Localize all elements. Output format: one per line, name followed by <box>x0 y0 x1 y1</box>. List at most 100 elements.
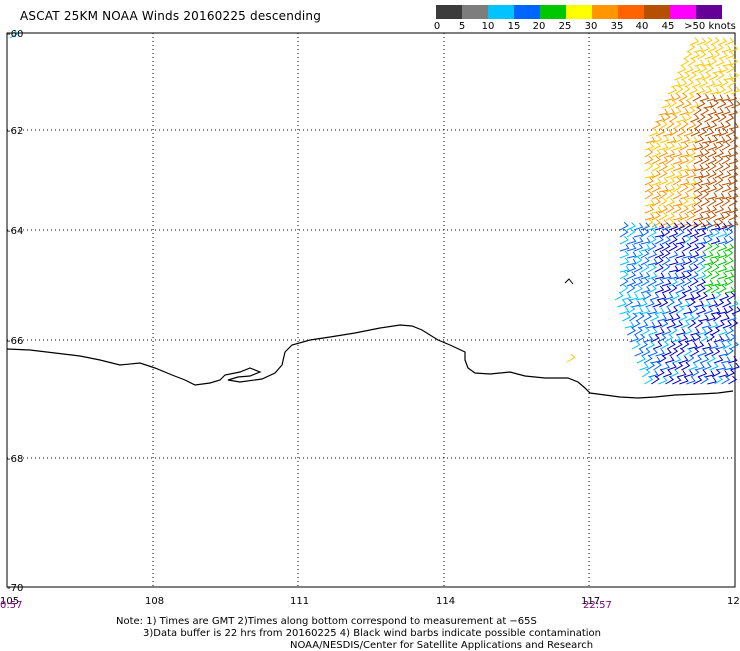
wind-barb <box>675 222 686 231</box>
wind-barb <box>711 50 721 60</box>
wind-barb <box>636 333 646 343</box>
wind-barb <box>657 333 667 343</box>
wind-barb <box>644 205 655 214</box>
wind-barb <box>718 113 727 123</box>
wind-barb <box>703 279 714 287</box>
wind-barb <box>661 249 671 259</box>
wind-barb <box>619 236 629 245</box>
wind-barb <box>722 320 733 329</box>
wind-barb <box>640 237 651 245</box>
wind-barb <box>678 334 688 343</box>
wind-barb <box>703 242 713 252</box>
wind-barb <box>714 107 724 116</box>
wind-barb <box>693 120 703 130</box>
wind-barb <box>624 321 635 329</box>
wind-barb <box>689 37 700 46</box>
wind-barb <box>655 115 665 123</box>
wind-barb <box>704 114 714 123</box>
wind-barb <box>728 142 739 151</box>
wind-barb <box>640 249 650 259</box>
wind-barb <box>691 65 701 74</box>
wind-barb <box>720 314 730 322</box>
wind-barb <box>647 250 658 259</box>
scale-label: 10 <box>481 21 495 32</box>
wind-barb <box>721 184 732 193</box>
wind-barb <box>619 250 630 259</box>
wind-barb <box>709 72 719 81</box>
wind-barb <box>668 278 678 287</box>
wind-barb <box>672 191 682 200</box>
wind-barb <box>680 320 690 329</box>
wind-barb <box>651 206 662 214</box>
wind-barb <box>730 86 740 95</box>
wind-barb <box>643 354 653 364</box>
wind-barb <box>694 341 705 350</box>
wind-barb <box>680 340 690 350</box>
wind-barb <box>721 192 732 200</box>
wind-barb <box>687 298 696 308</box>
wind-barb <box>626 222 636 231</box>
wind-barb <box>724 272 735 280</box>
wind-barb <box>703 263 713 273</box>
wind-barb <box>686 184 696 193</box>
wind-barb <box>727 333 737 343</box>
wind-barb <box>709 87 720 95</box>
wind-barb <box>633 230 644 238</box>
wind-barb <box>728 156 739 165</box>
scale-swatch <box>618 5 644 19</box>
wind-barb <box>669 369 679 378</box>
wind-barb <box>647 263 657 273</box>
wind-barb <box>675 237 686 245</box>
wind-barb <box>719 65 729 74</box>
wind-barb <box>707 205 718 214</box>
wind-barb <box>710 284 720 294</box>
wind-barb <box>716 71 725 81</box>
wind-barb <box>686 198 697 207</box>
map-frame <box>6 32 736 588</box>
wind-barb <box>694 319 704 329</box>
wind-barb <box>679 205 689 214</box>
wind-barb <box>658 108 669 116</box>
wind-barb <box>728 163 739 172</box>
wind-barb <box>721 121 732 130</box>
wind-barb <box>703 258 714 266</box>
wind-barb <box>675 278 686 287</box>
wind-barb <box>686 43 696 53</box>
scale-swatch <box>488 5 514 19</box>
wind-barb <box>684 78 694 88</box>
wind-barb <box>679 183 689 193</box>
wind-barb <box>701 122 711 130</box>
wind-barb <box>727 356 738 364</box>
wind-barb <box>707 156 717 165</box>
wind-barb <box>649 292 660 301</box>
wind-barb <box>633 307 644 315</box>
wind-barb <box>645 341 656 350</box>
wind-barb <box>707 184 718 193</box>
wind-barb <box>566 353 576 363</box>
wind-barb <box>668 99 677 109</box>
wind-barb <box>682 229 693 238</box>
note-line-3: NOAA/NESDIS/Center for Satellite Applica… <box>290 640 594 651</box>
wind-barb <box>644 177 654 186</box>
wind-barb <box>692 355 703 364</box>
wind-barb <box>724 277 734 287</box>
wind-barb <box>699 314 709 322</box>
wind-barb <box>717 271 728 280</box>
wind-barb <box>651 375 660 385</box>
island-outline <box>564 278 574 285</box>
wind-barb <box>704 326 713 336</box>
wind-barb <box>682 251 693 259</box>
wind-barb <box>648 348 658 357</box>
wind-barb <box>713 312 722 322</box>
wind-barb <box>721 178 732 186</box>
wind-barb <box>619 270 629 280</box>
wind-barb <box>697 113 706 123</box>
wind-barb <box>633 264 643 273</box>
wind-barb <box>666 298 675 308</box>
wind-barb <box>640 244 651 252</box>
wind-barb <box>661 228 671 238</box>
scale-swatch <box>462 5 488 19</box>
wind-barb <box>689 229 700 238</box>
wind-barb <box>661 285 672 294</box>
wind-barb <box>628 293 639 301</box>
